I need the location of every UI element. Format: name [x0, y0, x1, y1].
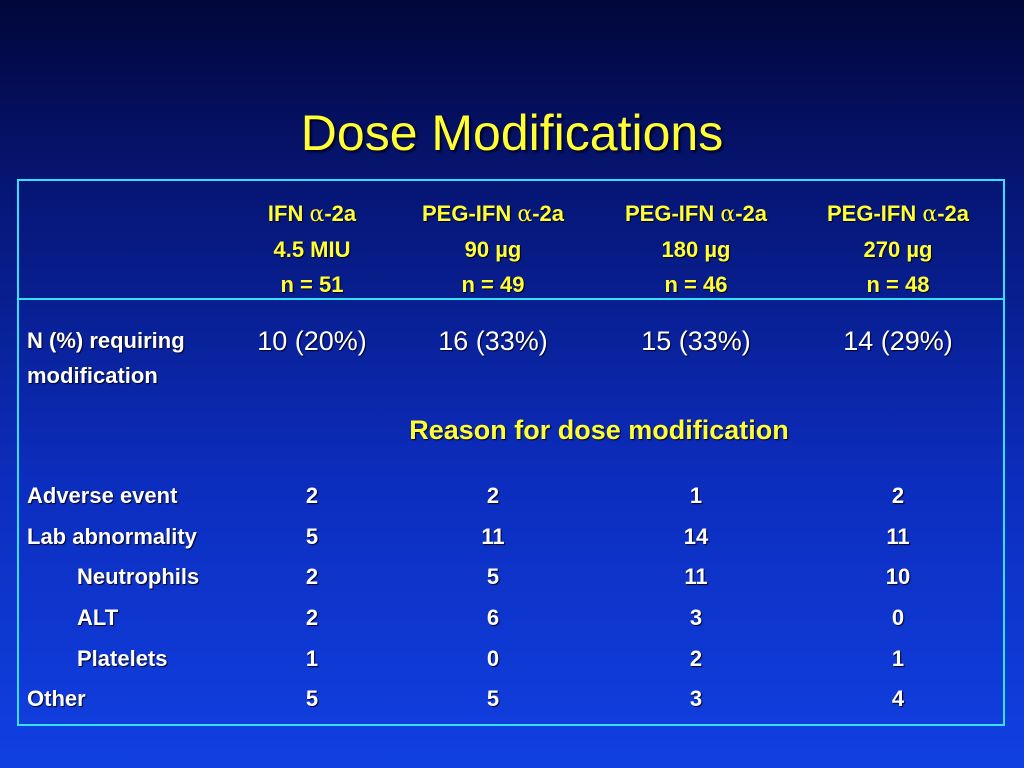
table-cell: 0 [486, 646, 500, 671]
table-cell: 1 [305, 646, 319, 671]
column-n: n = 49 [461, 272, 525, 297]
table-cell: 2 [305, 483, 319, 508]
column-drug: PEG-IFN α-2a [625, 201, 767, 227]
column-drug: PEG-IFN α-2a [422, 201, 564, 227]
column-drug: PEG-IFN α-2a [827, 201, 969, 227]
table-cell: 5 [486, 564, 500, 589]
table-cell: 5 [486, 686, 500, 711]
row-label-lab-abnormality: Lab abnormality [27, 524, 197, 549]
table-cell: 2 [689, 646, 703, 671]
table-cell: 11 [684, 564, 708, 589]
table-cell: 1 [891, 646, 905, 671]
alpha-symbol: α [720, 202, 736, 227]
table-cell: 5 [305, 524, 319, 549]
table-cell: 2 [305, 564, 319, 589]
table-cell: 2 [891, 483, 905, 508]
column-n: n = 46 [664, 272, 728, 297]
column-header-peg-ifn-90: PEG-IFN α-2a 90 µg n = 49 [393, 196, 593, 302]
row-label-other: Other [27, 686, 86, 711]
table-cell: 3 [689, 605, 703, 630]
table-cell: 5 [305, 686, 319, 711]
column-dose: 180 µg [661, 237, 731, 262]
requiring-modification-label: N (%) requiring modification [27, 328, 185, 388]
alpha-symbol: α [517, 202, 533, 227]
row-label-neutrophils: Neutrophils [77, 564, 200, 589]
reason-heading: Reason for dose modification [409, 415, 789, 445]
column-dose: 270 µg [863, 237, 933, 262]
slide-title: Dose Modifications [300, 105, 724, 161]
requiring-value-peg-ifn-90: 16 (33%) [438, 326, 548, 356]
table-cell: 4 [891, 686, 905, 711]
column-header-ifn-4-5-miu: IFN α-2a 4.5 MIU n = 51 [212, 196, 412, 302]
row-label-platelets: Platelets [77, 646, 168, 671]
table-cell: 11 [481, 524, 505, 549]
requiring-value-peg-ifn-180: 15 (33%) [641, 326, 751, 356]
header-divider [19, 298, 1003, 300]
requiring-value-peg-ifn-270: 14 (29%) [843, 326, 953, 356]
table-cell: 0 [891, 605, 905, 630]
row-label-alt: ALT [77, 605, 119, 630]
alpha-symbol: α [309, 202, 325, 227]
table-cell: 6 [486, 605, 500, 630]
table-cell: 10 [885, 564, 911, 589]
column-dose: 90 µg [464, 237, 522, 262]
requiring-value-ifn-4-5-miu: 10 (20%) [257, 326, 367, 356]
column-header-peg-ifn-180: PEG-IFN α-2a 180 µg n = 46 [596, 196, 796, 302]
table-cell: 1 [689, 483, 703, 508]
table-cell: 2 [305, 605, 319, 630]
table-cell: 14 [683, 524, 709, 549]
column-n: n = 48 [866, 272, 930, 297]
column-n: n = 51 [280, 272, 344, 297]
table-cell: 2 [486, 483, 500, 508]
column-drug: IFN α-2a [267, 201, 357, 227]
table-cell: 3 [689, 686, 703, 711]
column-header-peg-ifn-270: PEG-IFN α-2a 270 µg n = 48 [798, 196, 998, 302]
alpha-symbol: α [922, 202, 938, 227]
dose-modification-table: IFN α-2a 4.5 MIU n = 51 PEG-IFN α-2a 90 … [17, 179, 1005, 726]
row-label-adverse-event: Adverse event [27, 483, 178, 508]
table-cell: 11 [886, 524, 910, 549]
column-dose: 4.5 MIU [273, 237, 351, 262]
